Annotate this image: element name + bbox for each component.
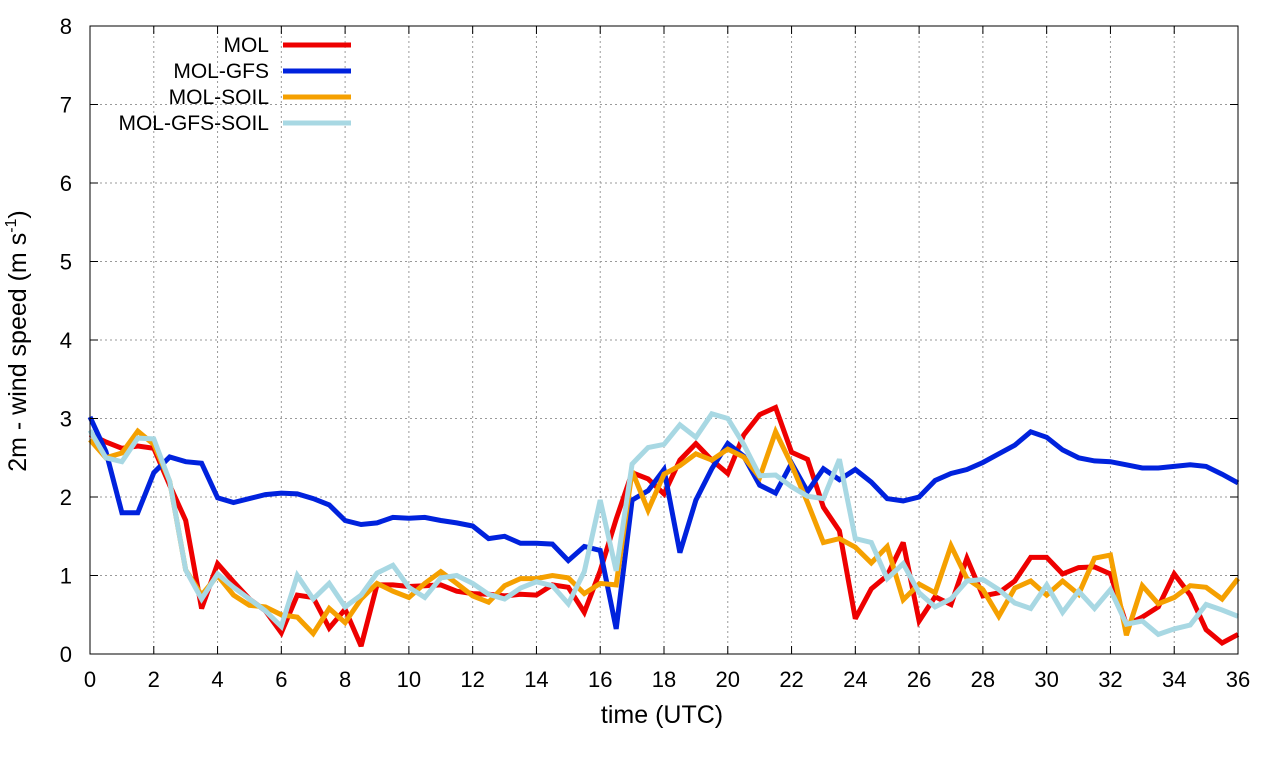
x-axis-title: time (UTC)	[601, 701, 723, 729]
legend-label: MOL-SOIL	[169, 86, 269, 109]
y-axis-tick-labels: 0 1 2 3 4 5 6 7 8	[60, 14, 72, 667]
y-tick-label: 6	[60, 171, 72, 196]
x-tick-label: 12	[460, 667, 484, 692]
y-tick-label: 1	[60, 564, 72, 589]
y-tick-label: 0	[60, 642, 72, 667]
x-axis-tick-labels: 0 2 4 6 8 10 12 14 16 18 20 22 24 26 28 30 32 34 36	[84, 667, 1250, 692]
x-tick-label: 4	[211, 667, 223, 692]
x-tick-label: 14	[524, 667, 548, 692]
x-tick-label: 34	[1162, 667, 1186, 692]
series-line-mol-gfs-soil	[87, 410, 1239, 638]
legend-label: MOL	[223, 34, 269, 57]
series-line-mol	[88, 404, 1240, 648]
x-tick-label: 0	[84, 667, 96, 692]
y-tick-label: 2	[60, 485, 72, 510]
x-tick-label: 24	[843, 667, 867, 692]
grid-lines	[90, 26, 1238, 654]
y-axis-title-text: 2m - wind speed (m s	[4, 233, 32, 472]
x-tick-label: 10	[397, 667, 421, 692]
series-line-mol-soil	[88, 425, 1240, 638]
x-tick-label: 8	[339, 667, 351, 692]
x-tick-label: 32	[1098, 667, 1122, 692]
x-tick-label: 30	[1034, 667, 1058, 692]
y-axis-title: 2m - wind speed (m s-1)	[3, 210, 32, 472]
x-tick-label: 16	[588, 667, 612, 692]
legend: MOL MOL-GFS MOL-SOIL MOL-GFS-SOIL	[118, 34, 351, 135]
y-axis-title-exponent: -1	[3, 218, 20, 232]
series-lines	[87, 404, 1240, 648]
series-line-mol-gfs	[87, 415, 1240, 630]
x-tick-label: 26	[907, 667, 931, 692]
x-tick-label: 20	[716, 667, 740, 692]
y-tick-label: 3	[60, 407, 72, 432]
legend-label: MOL-GFS-SOIL	[118, 112, 269, 135]
x-tick-label: 22	[779, 667, 803, 692]
y-tick-label: 4	[60, 328, 72, 353]
y-tick-label: 5	[60, 250, 72, 275]
x-tick-label: 28	[971, 667, 995, 692]
x-tick-label: 18	[652, 667, 676, 692]
x-tick-label: 36	[1226, 667, 1250, 692]
x-tick-label: 2	[148, 667, 160, 692]
legend-label: MOL-GFS	[173, 60, 269, 83]
y-tick-label: 7	[60, 93, 72, 118]
axis-ticks	[89, 25, 1239, 655]
y-axis-title-close: )	[4, 210, 32, 218]
x-tick-label: 6	[275, 667, 287, 692]
y-tick-label: 8	[60, 14, 72, 39]
